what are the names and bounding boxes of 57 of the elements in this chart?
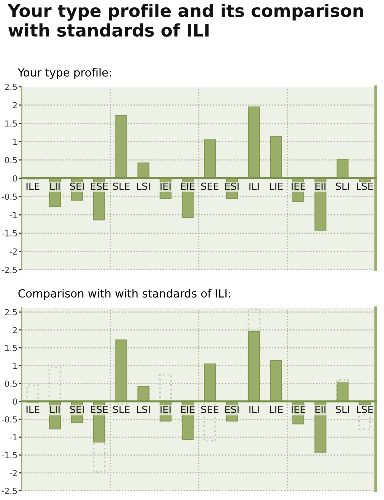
x-tick-label: LII	[50, 406, 60, 414]
y-tick-label: 1.5	[5, 120, 18, 127]
x-tick-label: EII	[316, 406, 326, 414]
x-tick-label: ESE	[91, 182, 108, 190]
y-tick-label: -0.5	[2, 194, 18, 200]
y-tick-label: -2.5	[2, 488, 18, 494]
x-tick-label: SLE	[113, 406, 130, 414]
x-tick-label: ESE	[91, 406, 108, 414]
y-tick-label: -1	[10, 434, 18, 441]
x-tick-label: LIE	[270, 182, 284, 190]
x-tick-label: EIE	[181, 406, 195, 414]
x-tick-label: SEI	[70, 406, 84, 414]
x-tick-label: ESI	[226, 406, 239, 414]
x-tick-label: IEI	[160, 182, 171, 190]
y-tick-label: 1	[13, 362, 18, 370]
y-tick-label: 0	[13, 175, 18, 182]
x-tick-label: EIE	[181, 182, 195, 190]
x-tick-label: SLE	[113, 182, 130, 190]
x-tick-label: ILE	[26, 406, 40, 414]
y-tick-label: -1.5	[2, 230, 18, 237]
y-tick-label: 2.5	[5, 84, 18, 90]
y-tick-label: 0.5	[5, 380, 18, 388]
x-tick-label: LII	[50, 182, 60, 190]
y-tick-label: 2.5	[5, 309, 18, 316]
x-tick-label: ILE	[26, 182, 40, 190]
y-tick-label: -2	[10, 470, 17, 476]
x-tick-label: LSE	[357, 406, 374, 414]
y-tick-label: 2	[13, 327, 17, 334]
y-tick-label: -0.5	[2, 416, 18, 423]
x-tick-label: LSE	[357, 182, 374, 190]
x-tick-label: IEE	[292, 182, 306, 190]
y-tick-label: -2	[10, 248, 17, 255]
y-tick-label: -1	[10, 212, 18, 218]
x-tick-label: IEE	[292, 406, 306, 414]
chart-title: Comparison with with standards of ILI:	[18, 289, 230, 300]
y-tick-label: 0.5	[5, 157, 18, 164]
y-tick-label: 1	[13, 138, 18, 146]
x-tick-label: LSI	[137, 182, 150, 190]
y-tick-label: 0	[13, 398, 18, 405]
x-tick-label: SEE	[201, 182, 219, 190]
x-tick-label: SLI	[336, 182, 350, 190]
x-tick-label: IEI	[160, 406, 171, 414]
chart-subtitle: Your type profile:	[18, 68, 112, 79]
y-tick-label: 1.5	[5, 345, 18, 352]
x-tick-label: LSI	[137, 406, 150, 414]
chart-title: Your type profile and its comparison with standards of ILI	[8, 4, 364, 38]
x-tick-label: EII	[316, 182, 326, 190]
x-tick-label: ESI	[226, 182, 239, 190]
x-tick-label: SLI	[336, 406, 350, 414]
x-tick-label: LIE	[270, 406, 284, 414]
x-tick-label: ILI	[250, 406, 259, 414]
x-tick-label: SEE	[201, 406, 219, 414]
x-tick-label: ILI	[250, 182, 259, 190]
x-tick-label: SEI	[70, 182, 84, 190]
y-tick-label: -1.5	[2, 452, 18, 459]
y-tick-label: 2	[13, 102, 17, 108]
y-tick-label: -2.5	[2, 266, 18, 274]
